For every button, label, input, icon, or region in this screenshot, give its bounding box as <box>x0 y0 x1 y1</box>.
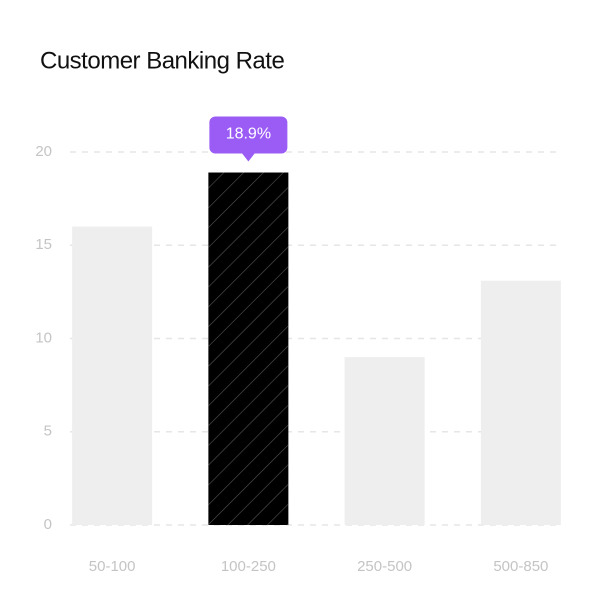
x-tick-label: 250-500 <box>357 558 412 575</box>
x-tick-label: 50-100 <box>89 558 136 575</box>
value-label-bg <box>209 116 288 154</box>
y-tick-label: 5 <box>44 423 52 440</box>
y-tick-label: 10 <box>35 329 52 346</box>
bar <box>480 280 561 525</box>
value-label-pointer <box>241 152 256 162</box>
bar-hatch <box>208 172 289 525</box>
y-tick-label: 0 <box>44 516 52 533</box>
chart-title: Customer Banking Rate <box>40 47 284 74</box>
y-tick-label: 20 <box>35 143 52 160</box>
x-tick-label: 500-850 <box>493 558 548 575</box>
y-tick-label: 15 <box>35 236 52 253</box>
value-label: 18.9% <box>226 126 271 143</box>
bar <box>72 226 153 525</box>
x-tick-label: 100-250 <box>221 558 276 575</box>
bar <box>344 357 425 525</box>
